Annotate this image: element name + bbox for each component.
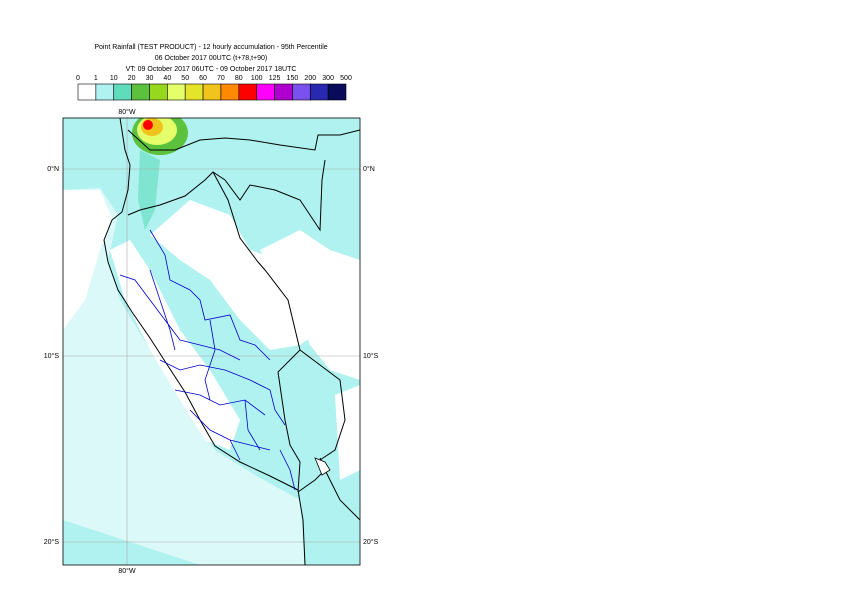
colorbar-label: 40 <box>163 75 171 82</box>
colorbar-label: 100 <box>251 75 263 82</box>
colorbar-box <box>292 83 311 101</box>
lat-label: 0°N <box>363 165 375 173</box>
region-border <box>119 229 296 491</box>
colorbar-box <box>220 83 240 101</box>
dry-area <box>335 385 360 480</box>
dry-area <box>63 190 112 330</box>
lat-label: 20°S <box>363 538 379 546</box>
colorbar-label: 125 <box>269 75 281 82</box>
rain-band <box>138 150 160 230</box>
coastline <box>103 118 306 565</box>
colorbar-label: 200 <box>304 75 316 82</box>
colorbar-box <box>256 83 275 101</box>
colorbar-label: 60 <box>199 75 207 82</box>
colorbar-label: 0 <box>76 75 80 82</box>
dry-ocean <box>63 188 305 565</box>
colorbar-box <box>238 83 257 101</box>
colorbar: 0 1 10 20 30 40 50 60 70 80 100 125 150 200 300 500 <box>76 75 352 101</box>
lat-label: 10°S <box>363 352 379 360</box>
colorbar-label: 300 <box>322 75 334 82</box>
country-border <box>127 129 360 521</box>
dry-area <box>150 200 320 350</box>
colorbar-box <box>113 83 132 101</box>
colorbar-box <box>131 83 150 101</box>
colorbar-label: 70 <box>217 75 225 82</box>
colorbar-box <box>327 83 347 101</box>
lat-label: 10°S <box>44 352 60 360</box>
map <box>63 118 360 565</box>
lon-label: 80°W <box>118 567 136 575</box>
colorbar-box <box>95 83 115 101</box>
base-time: 06 October 2017 00UTC (t+78,t+90) <box>155 55 267 62</box>
colorbar-label: 500 <box>340 75 352 82</box>
rain-cell <box>143 120 153 130</box>
colorbar-box <box>274 83 293 101</box>
lake <box>314 457 331 476</box>
title: Point Rainfall (TEST PRODUCT) - 12 hourl… <box>94 44 327 51</box>
lat-label: 0°N <box>47 165 59 173</box>
colorbar-box <box>77 83 97 101</box>
colorbar-box <box>184 83 204 101</box>
lat-label: 20°S <box>44 538 60 546</box>
colorbar-label: 30 <box>146 75 154 82</box>
lon-label: 80°W <box>118 108 136 116</box>
colorbar-label: 80 <box>235 75 243 82</box>
colorbar-box <box>167 83 186 101</box>
colorbar-box <box>149 83 168 101</box>
dry-area <box>260 230 360 380</box>
valid-time: VT: 09 October 2017 06UTC - 09 October 2… <box>126 66 297 73</box>
colorbar-label: 50 <box>181 75 189 82</box>
colorbar-label: 20 <box>128 75 136 82</box>
colorbar-box <box>309 83 329 101</box>
dry-area <box>110 240 240 450</box>
map-frame <box>62 117 361 566</box>
colorbar-box <box>202 83 222 101</box>
colorbar-label: 150 <box>287 75 299 82</box>
colorbar-label: 10 <box>110 75 118 82</box>
colorbar-label: 1 <box>94 75 98 82</box>
